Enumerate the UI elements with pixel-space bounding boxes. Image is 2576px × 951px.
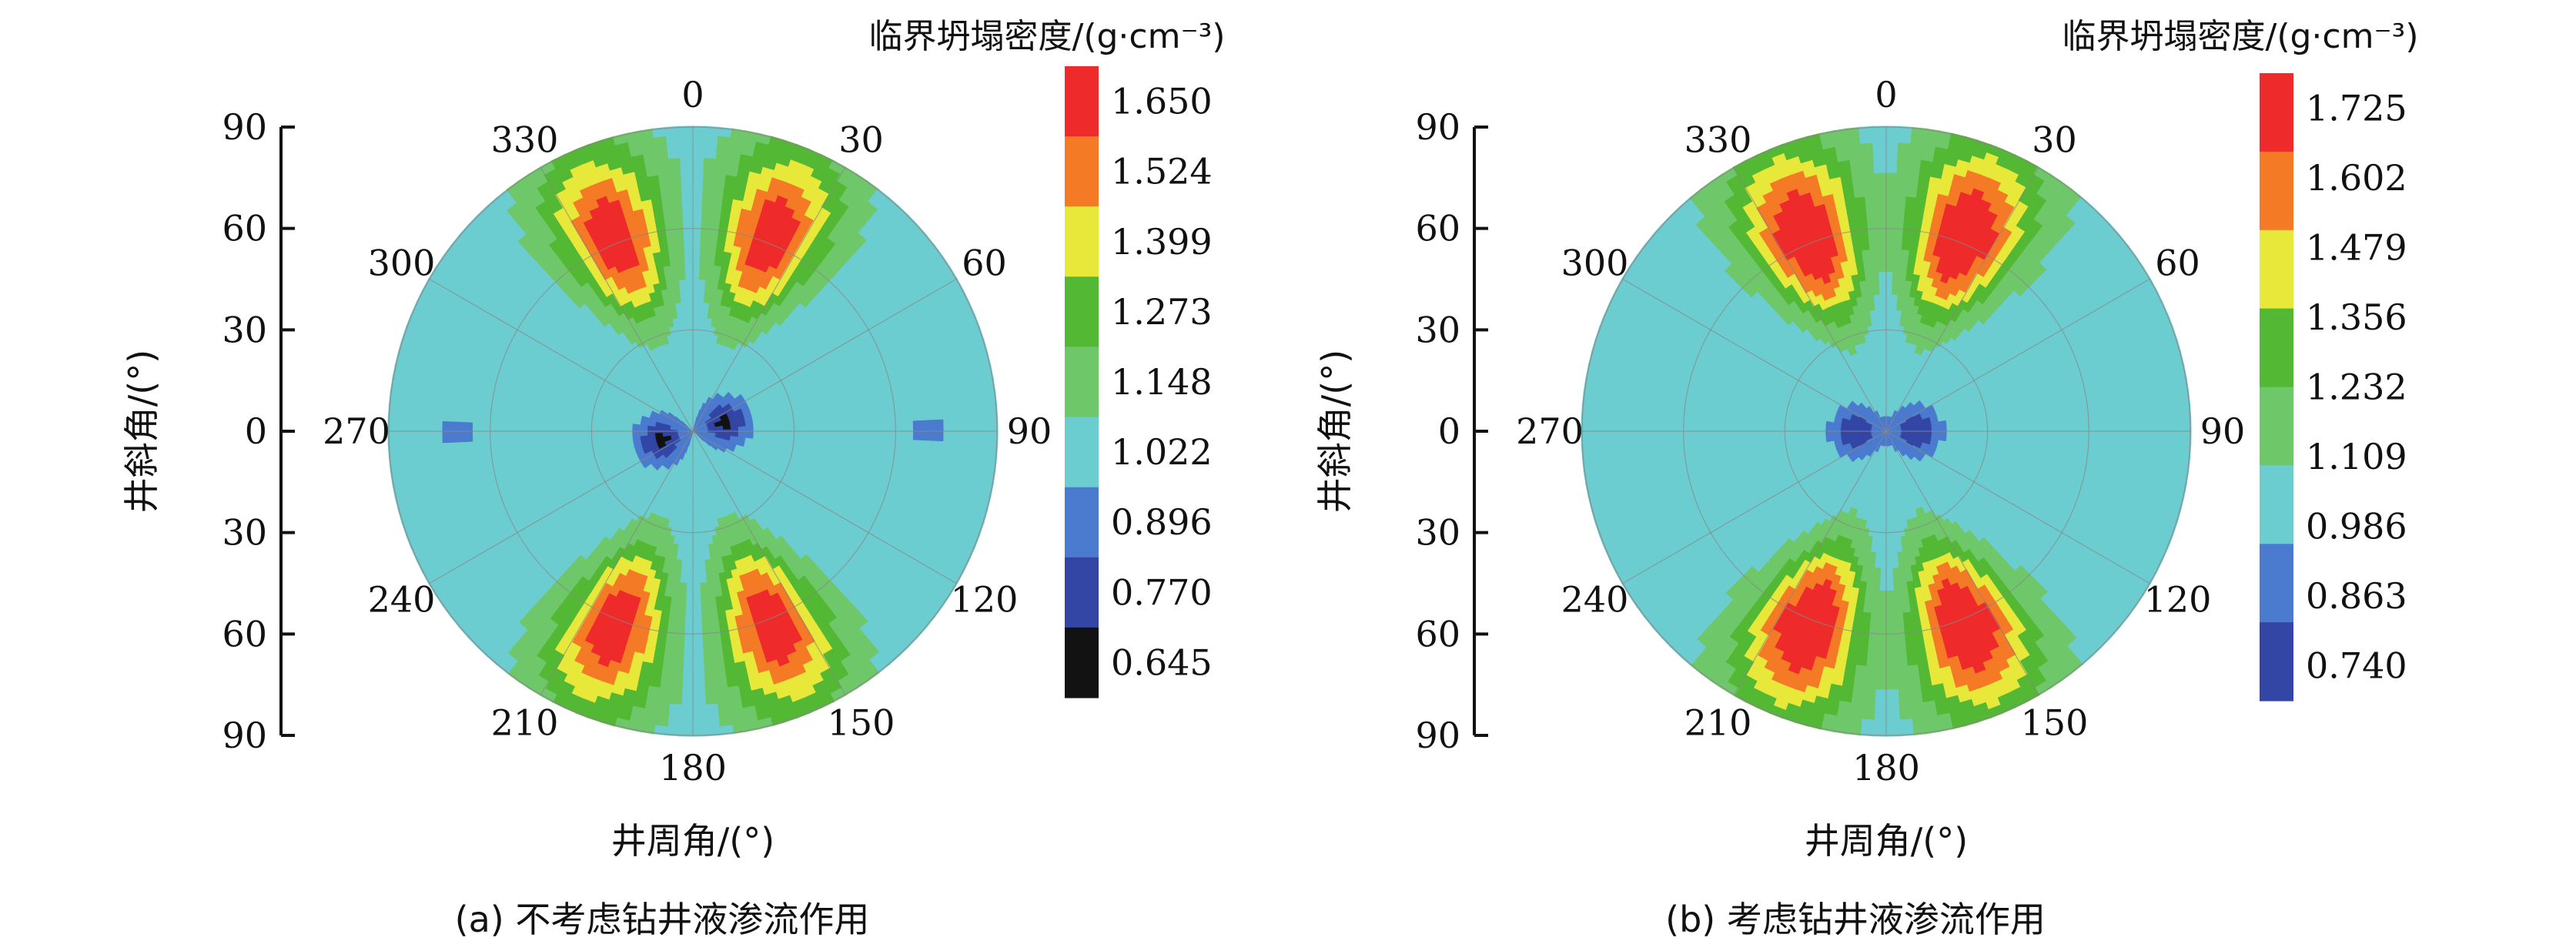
contour-field-a — [387, 126, 999, 737]
